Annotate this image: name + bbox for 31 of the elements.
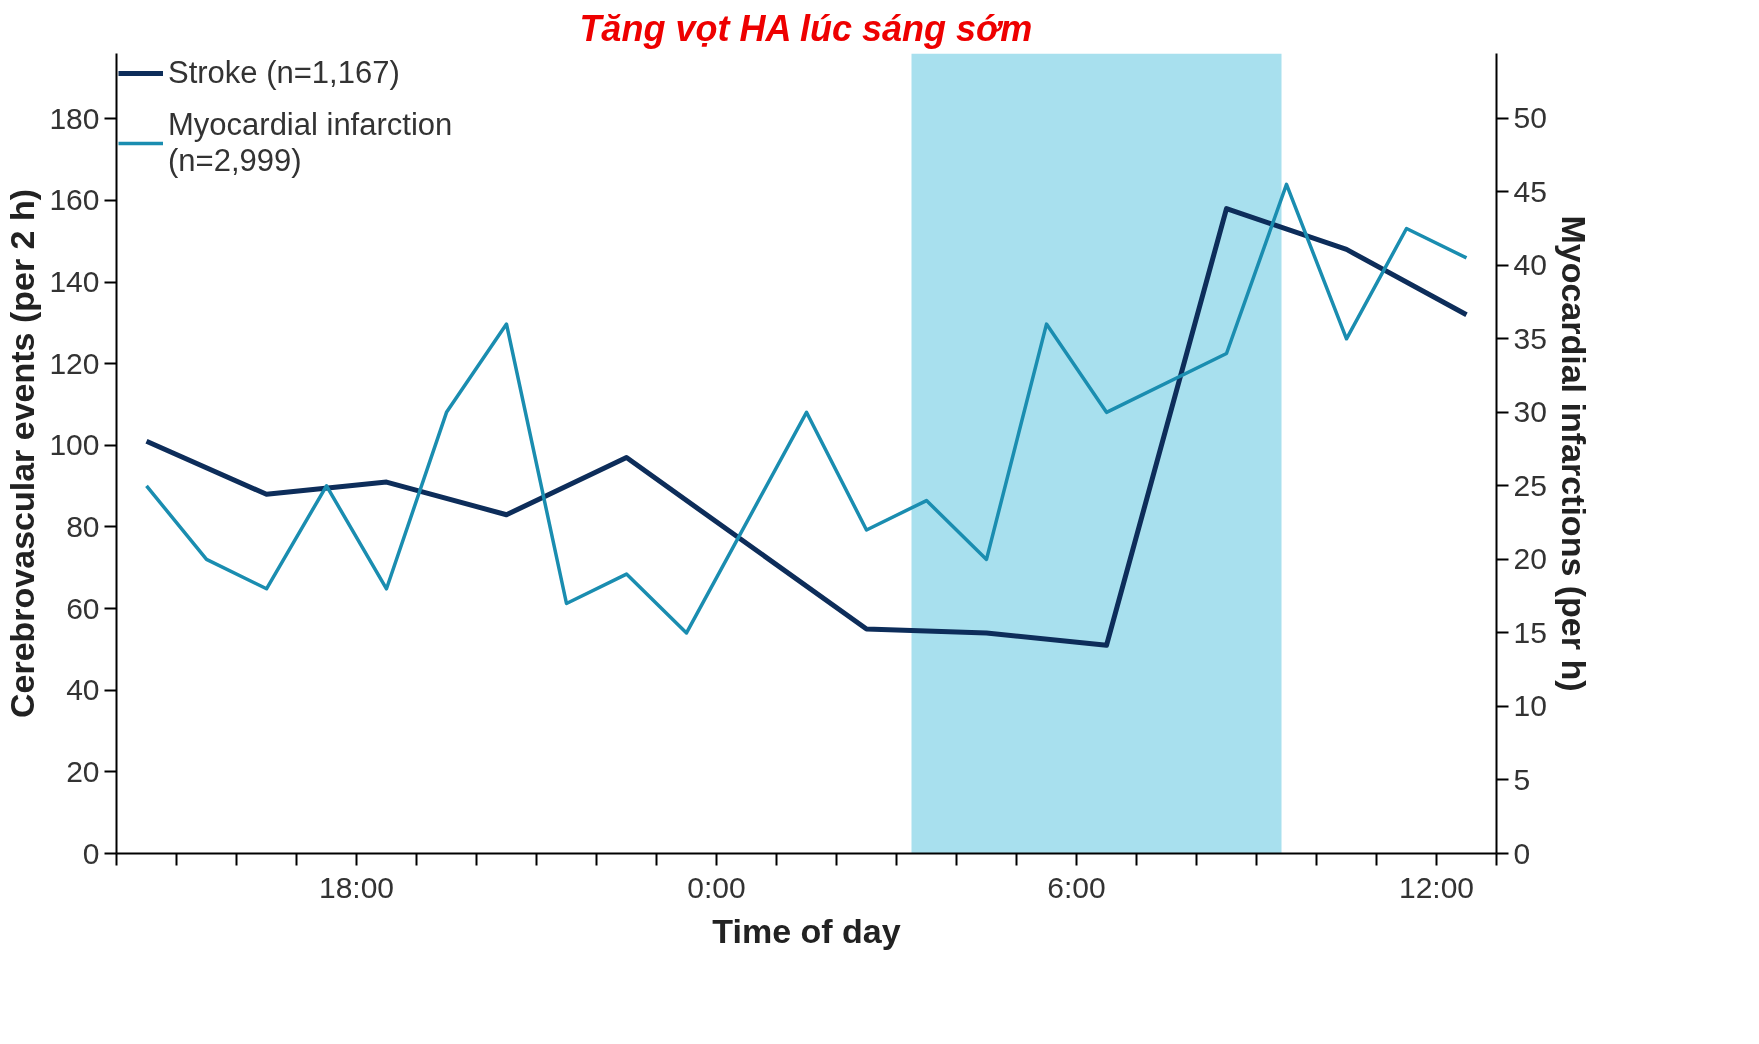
x-axis-title: Time of day <box>712 911 901 950</box>
y-tick-label: 140 <box>49 265 100 299</box>
y2-tick-label: 10 <box>1513 689 1547 723</box>
legend-label: Stroke (n=1,167) <box>168 55 400 91</box>
x-tick-label: 6:00 <box>1047 870 1106 904</box>
y-tick-label: 20 <box>66 754 100 788</box>
y-tick-label: 120 <box>49 346 100 380</box>
y2-tick-label: 40 <box>1513 248 1547 282</box>
x-tick-label: 0:00 <box>687 870 746 904</box>
y-tick-label: 180 <box>49 101 100 135</box>
y-tick-label: 60 <box>66 591 100 625</box>
y2-tick-label: 35 <box>1513 321 1547 355</box>
y2-tick-label: 15 <box>1513 615 1547 649</box>
x-tick-label: 12:00 <box>1398 870 1475 904</box>
y2-tick-label: 30 <box>1513 395 1547 429</box>
y2-tick-label: 5 <box>1513 762 1531 796</box>
y2-tick-label: 50 <box>1513 101 1547 135</box>
y-axis-title: Cerebrovascular events (per 2 h) <box>3 188 42 719</box>
y-tick-label: 0 <box>82 836 100 870</box>
y-tick-label: 80 <box>66 509 100 543</box>
y-tick-label: 40 <box>66 673 100 707</box>
y-tick-label: 100 <box>49 428 100 462</box>
y2-tick-label: 0 <box>1513 836 1531 870</box>
y-tick-label: 160 <box>49 183 100 217</box>
y2-axis-title: Myocardial infarctions (per h) <box>1554 215 1593 692</box>
y2-tick-label: 20 <box>1513 542 1547 576</box>
y2-tick-label: 25 <box>1513 468 1547 502</box>
x-tick-label: 18:00 <box>318 870 395 904</box>
y2-tick-label: 45 <box>1513 174 1547 208</box>
legend-label: Myocardial infarction (n=2,999) <box>168 107 453 179</box>
band-label: Tăng vọt HA lúc sáng sớm <box>579 7 1033 49</box>
